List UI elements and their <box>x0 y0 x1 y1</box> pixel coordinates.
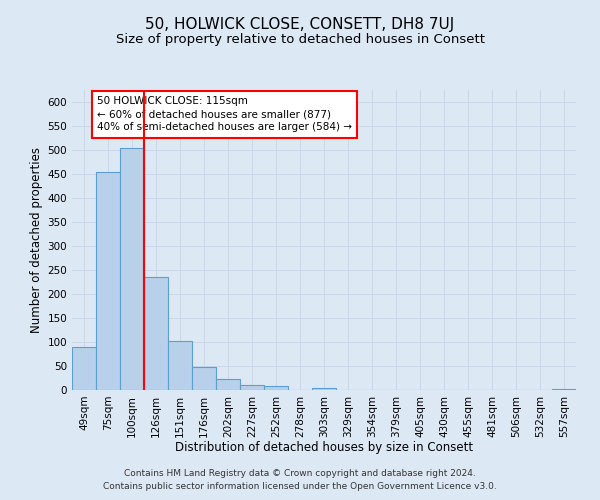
Bar <box>96 172 120 390</box>
Bar <box>144 277 168 390</box>
Bar <box>192 367 216 390</box>
Text: Contains public sector information licensed under the Open Government Licence v3: Contains public sector information licen… <box>103 482 497 491</box>
Bar <box>312 388 336 390</box>
Bar <box>240 384 264 390</box>
Y-axis label: Number of detached properties: Number of detached properties <box>30 147 43 333</box>
Text: Size of property relative to detached houses in Consett: Size of property relative to detached ho… <box>115 32 485 46</box>
Bar <box>120 148 144 390</box>
Bar <box>216 380 240 390</box>
Bar <box>168 341 192 390</box>
Bar <box>552 388 576 390</box>
X-axis label: Distribution of detached houses by size in Consett: Distribution of detached houses by size … <box>175 441 473 454</box>
Text: Contains HM Land Registry data © Crown copyright and database right 2024.: Contains HM Land Registry data © Crown c… <box>124 468 476 477</box>
Bar <box>72 347 96 390</box>
Text: 50, HOLWICK CLOSE, CONSETT, DH8 7UJ: 50, HOLWICK CLOSE, CONSETT, DH8 7UJ <box>145 18 455 32</box>
Text: 50 HOLWICK CLOSE: 115sqm
← 60% of detached houses are smaller (877)
40% of semi-: 50 HOLWICK CLOSE: 115sqm ← 60% of detach… <box>97 96 352 132</box>
Bar <box>264 386 288 390</box>
